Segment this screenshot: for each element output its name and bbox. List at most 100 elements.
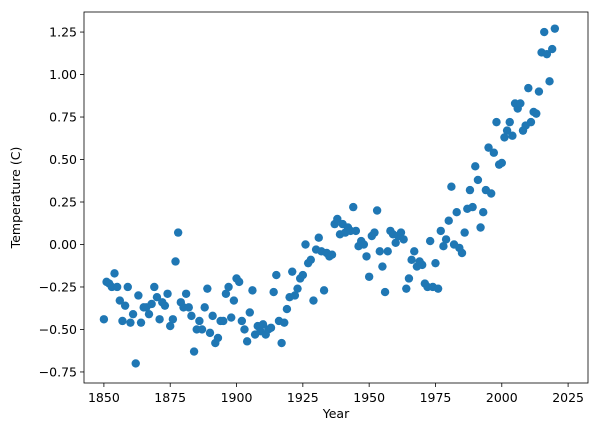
scatter-point (319, 286, 329, 295)
scatter-point (309, 296, 318, 305)
scatter-point (500, 133, 509, 142)
scatter-point (272, 270, 281, 280)
scatter-point (126, 318, 135, 327)
scatter-point (540, 27, 549, 37)
scatter-point (227, 313, 236, 322)
x-tick-label: 1900 (221, 390, 253, 405)
scatter-point (248, 286, 257, 295)
y-tick-label: 0.00 (49, 237, 77, 252)
scatter-point (524, 83, 533, 93)
x-axis-label: Year (322, 406, 350, 421)
scatter-point (489, 148, 499, 157)
scatter-point (171, 257, 180, 266)
scatter-point (545, 77, 554, 86)
scatter-point (542, 49, 552, 59)
scatter-point (134, 291, 143, 300)
scatter-point (433, 284, 443, 293)
scatter-point (436, 226, 445, 236)
scatter-point (150, 282, 159, 292)
scatter-point (221, 289, 231, 298)
scatter-point (306, 255, 315, 264)
scatter-point (229, 296, 239, 305)
scatter-point (407, 255, 416, 264)
scatter-point (128, 309, 138, 319)
scatter-point (120, 301, 130, 310)
axes-frame (83, 11, 589, 384)
scatter-point (457, 248, 467, 258)
scatter-point (468, 202, 477, 212)
y-tick-label: 0.25 (49, 195, 77, 210)
scatter-point (131, 359, 140, 368)
scatter-point (473, 175, 483, 185)
scatter-point (208, 311, 217, 321)
scatter-point (314, 233, 323, 242)
scatter-point (441, 235, 451, 244)
scatter-point (465, 185, 475, 195)
scatter-point (372, 206, 382, 215)
scatter-point (224, 282, 233, 292)
scatter-point (534, 87, 544, 96)
scatter-point (237, 316, 247, 326)
scatter-point (168, 315, 178, 324)
scatter-point (391, 238, 400, 247)
scatter-point (327, 250, 337, 259)
scatter-point (550, 24, 560, 33)
y-tick-label: −0.25 (39, 279, 77, 294)
scatter-point (476, 223, 485, 232)
scatter-point (396, 228, 406, 237)
scatter-point (184, 303, 193, 312)
scatter-point (242, 337, 252, 346)
scatter-point (187, 311, 196, 321)
scatter-point (486, 189, 496, 198)
scatter-point (471, 162, 480, 171)
scatter-point (110, 269, 119, 278)
scatter-point (378, 262, 387, 271)
scatter-point (280, 318, 289, 327)
scatter-point (362, 252, 371, 261)
scatter-point (181, 289, 191, 298)
scatter-point (399, 235, 408, 244)
scatter-point (112, 282, 122, 292)
scatter-point (447, 182, 456, 191)
scatter-point (163, 289, 172, 298)
x-tick-label: 2025 (552, 390, 584, 405)
scatter-point (479, 208, 488, 217)
scatter-point (418, 260, 427, 270)
scatter-point (293, 284, 302, 293)
scatter-point (219, 316, 228, 326)
scatter-point (203, 284, 212, 293)
scatter-point (266, 323, 276, 332)
x-tick-label: 1925 (287, 390, 319, 405)
scatter-point (288, 267, 297, 276)
scatter-point (152, 292, 162, 302)
scatter-point (258, 320, 268, 329)
scatter-point (444, 216, 453, 225)
scatter-point (497, 158, 506, 168)
scatter-point (298, 270, 308, 280)
scatter-point (166, 321, 175, 331)
scatter-point (301, 240, 310, 249)
scatter-point (213, 333, 223, 343)
scatter-point (402, 284, 411, 293)
scatter-point (410, 247, 419, 256)
scatter-point (123, 282, 132, 292)
scatter-point (547, 44, 557, 54)
scatter-point (505, 117, 514, 127)
x-tick-label: 2000 (486, 390, 518, 405)
scatter-point (189, 347, 199, 356)
scatter-point (370, 228, 379, 237)
scatter-point (282, 304, 292, 314)
scatter-point (492, 117, 501, 127)
scatter-point (245, 308, 254, 317)
scatter-point (404, 274, 414, 283)
y-tick-label: 0.50 (49, 152, 77, 167)
x-tick-label: 1875 (154, 390, 186, 405)
y-tick-label: −0.50 (39, 322, 77, 337)
scatter-point (359, 240, 369, 249)
scatter-point (195, 316, 204, 326)
x-tick-label: 1850 (88, 390, 120, 405)
scatter-point (532, 109, 541, 118)
y-tick-label: 0.75 (49, 110, 77, 125)
scatter-point (147, 299, 156, 309)
